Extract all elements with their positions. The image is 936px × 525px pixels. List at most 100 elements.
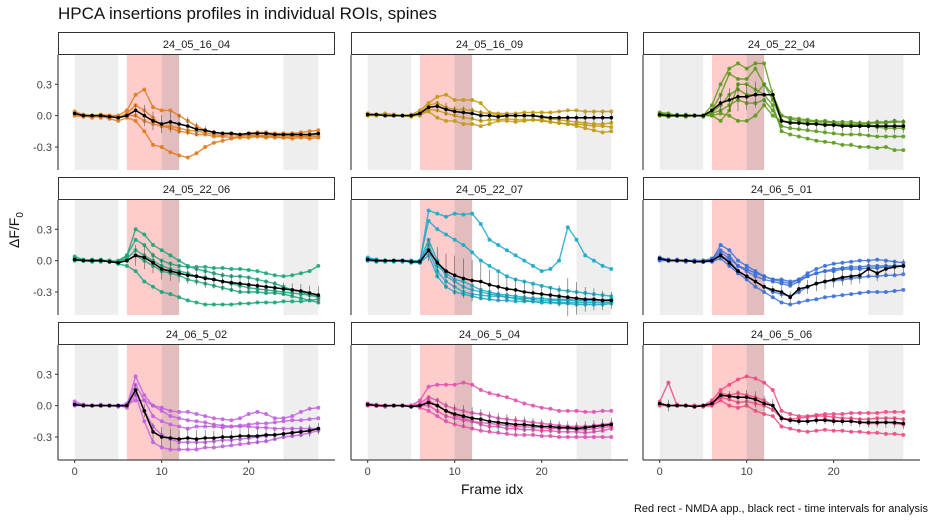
trace-point xyxy=(805,274,810,279)
trace-point xyxy=(753,269,758,274)
analysis-region xyxy=(746,200,765,315)
trace-point xyxy=(159,445,164,450)
mean-point xyxy=(710,258,714,263)
mean-point xyxy=(600,115,605,120)
trace-point xyxy=(814,267,819,271)
mean-point xyxy=(875,420,879,425)
mean-point xyxy=(531,113,535,118)
mean-point xyxy=(684,113,688,118)
mean-point xyxy=(884,267,888,271)
mean-point xyxy=(273,286,277,290)
trace-point xyxy=(762,274,767,279)
trace-point xyxy=(124,253,129,258)
mean-point xyxy=(229,131,234,136)
trace-point xyxy=(883,290,888,294)
mean-point xyxy=(151,119,155,123)
trace-point xyxy=(548,110,553,115)
trace-point xyxy=(805,298,810,303)
mean-point xyxy=(831,277,836,282)
trace-point xyxy=(609,121,614,125)
trace-point xyxy=(814,428,819,433)
trace-point xyxy=(290,136,295,141)
trace-point xyxy=(814,297,819,302)
trace-point xyxy=(709,113,714,118)
mean-point xyxy=(72,257,77,262)
trace-point xyxy=(718,111,723,116)
trace-point xyxy=(487,237,492,242)
trace-point xyxy=(444,419,448,424)
trace-point xyxy=(272,420,277,425)
trace-point xyxy=(496,117,501,122)
trace-point xyxy=(142,87,147,92)
trace-point xyxy=(831,267,836,271)
mean-point xyxy=(718,393,723,398)
trace-point xyxy=(779,300,784,305)
mean-point xyxy=(307,291,312,295)
mean-point xyxy=(557,115,561,120)
trace-point xyxy=(583,435,588,439)
mean-point xyxy=(452,273,457,278)
mean-point xyxy=(840,124,845,128)
trace-point xyxy=(557,258,562,263)
trace-point xyxy=(591,258,596,263)
mean-point xyxy=(496,285,501,289)
trace-point xyxy=(522,432,527,437)
trace-point xyxy=(866,430,871,435)
y-tick-label: 0.3 xyxy=(37,224,52,236)
trace-point xyxy=(272,416,277,421)
trace-point xyxy=(238,301,242,306)
trace-point xyxy=(892,134,897,139)
trace-point xyxy=(736,77,740,81)
trace-point xyxy=(444,92,448,97)
mean-point xyxy=(99,113,103,118)
trace-point xyxy=(168,408,173,413)
trace-point xyxy=(142,243,147,247)
y-tick-label: 0.0 xyxy=(37,401,52,413)
trace-point xyxy=(168,414,173,419)
mean-point xyxy=(125,113,129,118)
mean-point xyxy=(470,111,474,116)
trace-point xyxy=(539,434,544,438)
trace-point xyxy=(487,122,492,126)
mean-point xyxy=(814,418,819,423)
mean-point xyxy=(177,271,181,276)
trace-point xyxy=(426,218,431,223)
facet-strip-label: 24_05_22_07 xyxy=(456,184,523,196)
mean-point xyxy=(736,95,740,99)
facet-strip xyxy=(351,177,628,200)
mean-point xyxy=(435,403,440,408)
trace-point xyxy=(762,380,767,385)
trace-point xyxy=(574,122,579,126)
mean-point xyxy=(718,101,723,105)
trace-point xyxy=(718,388,723,392)
trace-point xyxy=(264,412,269,416)
mean-point xyxy=(901,124,906,128)
mean-point xyxy=(383,113,387,118)
trace-point xyxy=(744,263,749,268)
mean-point xyxy=(238,132,242,137)
analysis-region xyxy=(161,200,180,315)
trace-point xyxy=(883,409,888,414)
trace-point xyxy=(770,103,775,108)
trace-point xyxy=(307,269,312,274)
mean-point xyxy=(194,437,199,441)
trace-point xyxy=(194,419,199,424)
trace-point xyxy=(892,273,897,278)
mean-point xyxy=(426,400,431,405)
trace-point xyxy=(744,118,749,123)
trace-point xyxy=(583,109,588,114)
trace-point xyxy=(548,267,553,271)
trace-point xyxy=(307,417,312,422)
mean-point xyxy=(246,434,251,438)
trace-point xyxy=(744,403,749,408)
trace-point xyxy=(444,214,448,219)
trace-point xyxy=(133,92,138,97)
trace-point xyxy=(435,414,440,419)
trace-point xyxy=(281,419,286,424)
mean-point xyxy=(107,259,112,264)
trace-point xyxy=(496,269,501,274)
trace-point xyxy=(831,131,836,136)
analysis-region xyxy=(367,200,412,315)
trace-point xyxy=(849,142,854,147)
trace-point xyxy=(281,274,286,279)
